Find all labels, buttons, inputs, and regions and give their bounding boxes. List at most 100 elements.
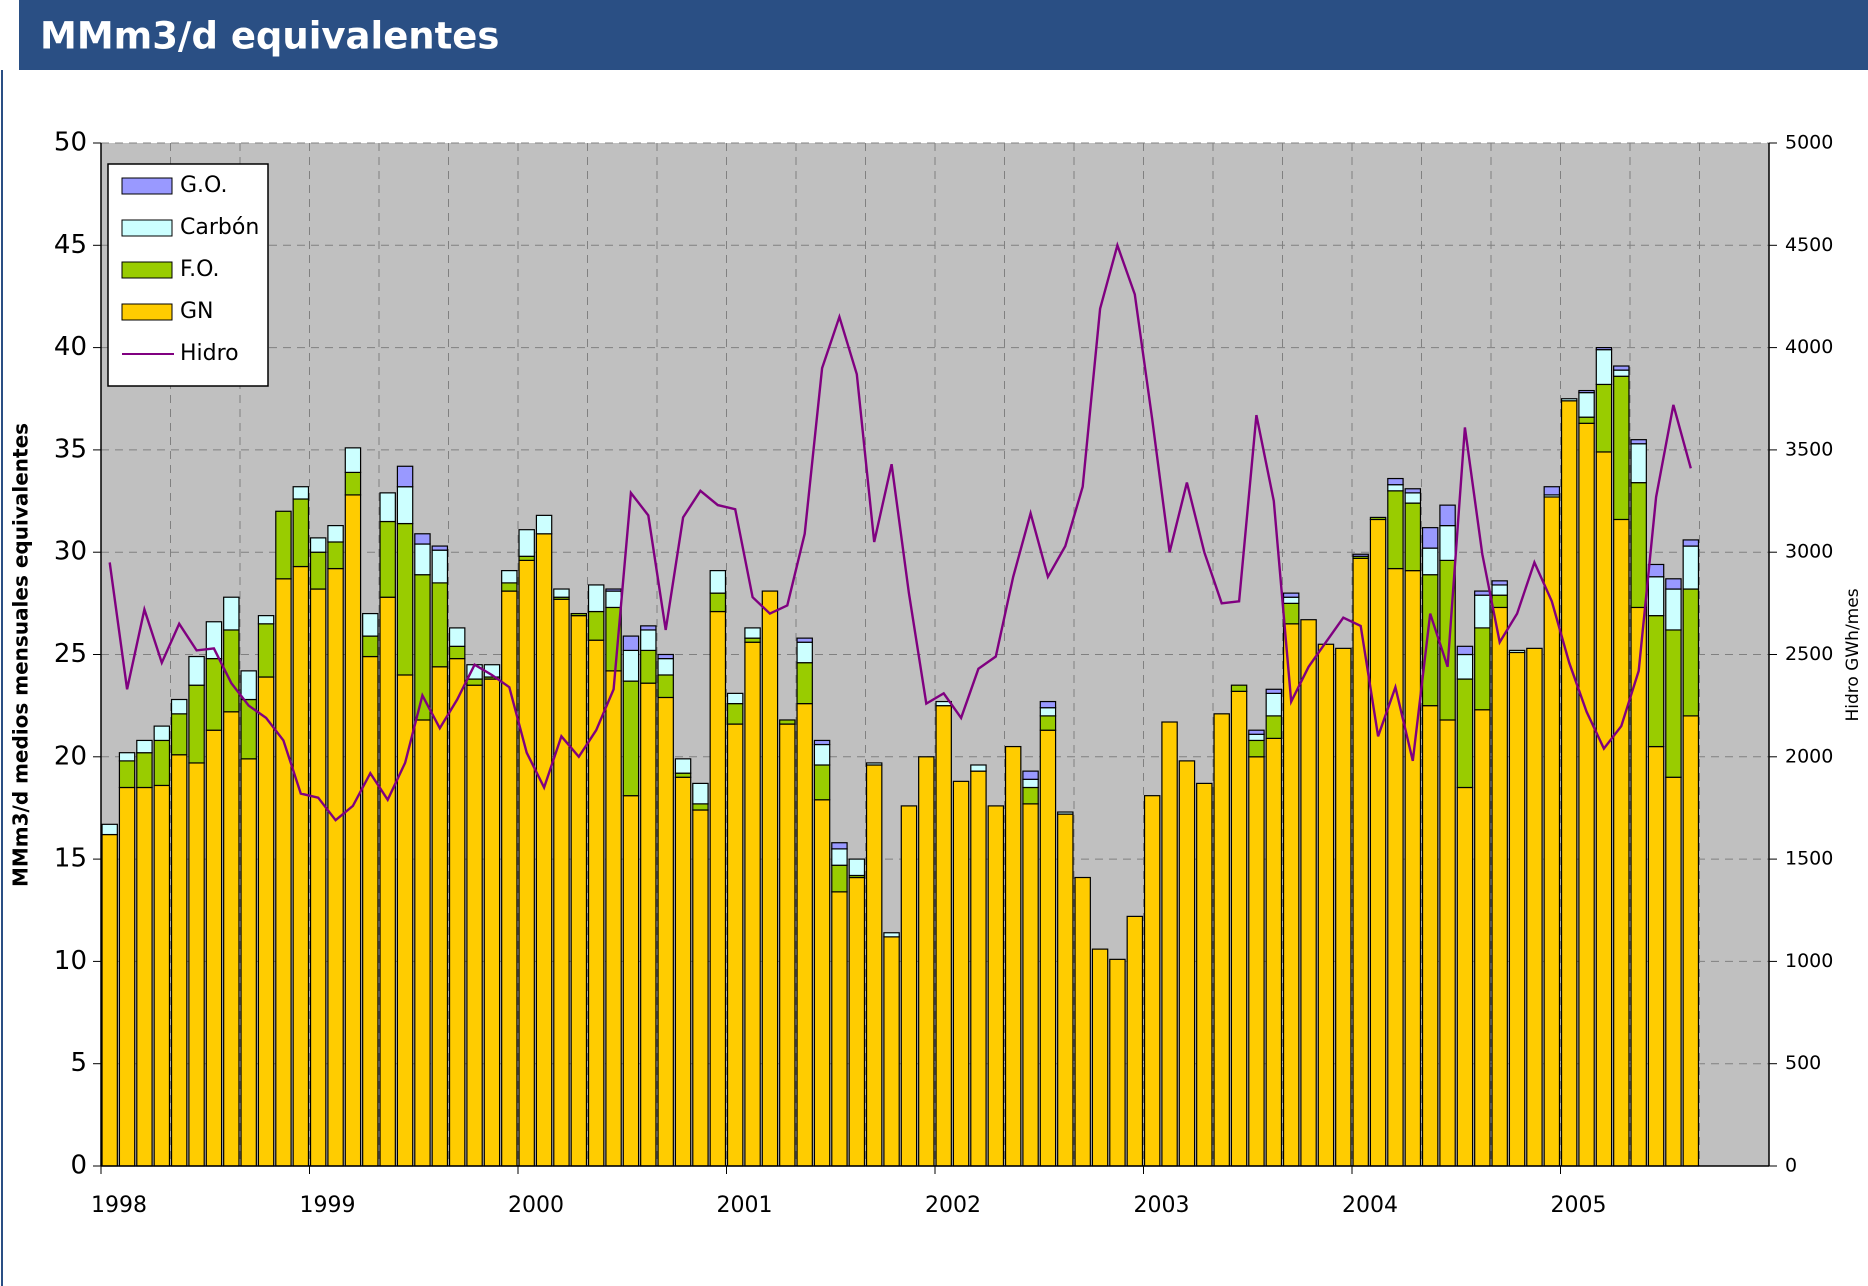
- bar-segment: [605, 590, 622, 609]
- bar-segment: [466, 678, 483, 686]
- hidro-line: [108, 241, 1692, 822]
- bar-segment: [1387, 490, 1404, 570]
- bar-segment: [1421, 574, 1439, 707]
- bar-segment: [848, 876, 866, 1167]
- legend-label: G.O.: [180, 173, 227, 198]
- bar-segment: [1369, 516, 1387, 521]
- y-tick-label: 25: [54, 639, 87, 669]
- bar-segment: [1665, 588, 1682, 631]
- bar-segment: [1421, 547, 1439, 576]
- bar-segment: [779, 719, 796, 725]
- bar-segment: [1039, 700, 1057, 709]
- y2-tick-label: 500: [1785, 1052, 1821, 1074]
- bar-segment: [448, 657, 466, 1167]
- bar-segment: [657, 657, 674, 676]
- bar-segment: [1387, 567, 1404, 1167]
- y2-tick-label: 2500: [1785, 643, 1833, 665]
- bar-segment: [1404, 570, 1422, 1167]
- bar-segment: [379, 492, 396, 523]
- y2-tick-label: 4000: [1785, 336, 1833, 358]
- x-tick-label: 1999: [300, 1193, 356, 1218]
- bar-segment: [1039, 729, 1057, 1167]
- bar-segment: [1022, 778, 1039, 789]
- bar-segment: [1387, 484, 1404, 492]
- x-tick-label: 2005: [1551, 1193, 1607, 1218]
- bar-segment: [831, 848, 848, 866]
- bar-segment: [153, 739, 171, 787]
- bar-segment: [605, 670, 622, 1167]
- bar-segment: [831, 842, 848, 850]
- bar-segment: [257, 615, 275, 625]
- bar-segment: [831, 864, 848, 893]
- bar-segment: [640, 682, 657, 1167]
- bar-segment: [1613, 369, 1630, 377]
- bar-segment: [136, 739, 153, 754]
- bar-segment: [466, 684, 483, 1167]
- bar-segment: [657, 674, 674, 699]
- bar-segment: [1595, 349, 1613, 386]
- legend-label: Carbón: [180, 215, 259, 240]
- x-tick-label: 2002: [925, 1193, 981, 1218]
- bar-segment: [1491, 580, 1508, 586]
- bar-segment: [205, 621, 223, 660]
- legend-label: GN: [180, 299, 214, 324]
- bar-segment: [1491, 594, 1508, 609]
- bar-segment: [1578, 422, 1595, 1167]
- bar-segment: [431, 545, 449, 551]
- bar-segment: [396, 522, 414, 676]
- bar-segment: [1143, 795, 1161, 1167]
- bar-segment: [275, 510, 292, 580]
- bar-segment: [1543, 486, 1561, 496]
- bar-segment: [101, 833, 118, 1167]
- bar-segment: [1578, 389, 1595, 394]
- bar-segment: [796, 662, 813, 705]
- bar-segment: [1213, 713, 1230, 1167]
- y-tick-label: 30: [54, 537, 87, 567]
- bar-segment: [1682, 539, 1700, 547]
- bar-segment: [240, 758, 257, 1167]
- bar-segment: [1282, 592, 1300, 598]
- bar-segment: [674, 758, 692, 774]
- bar-segment: [1682, 715, 1700, 1167]
- bar-segment: [587, 584, 605, 613]
- bar-segment: [379, 520, 396, 598]
- bar-segment: [362, 655, 379, 1167]
- bar-segment: [883, 936, 900, 1167]
- y2-tick-label: 1000: [1785, 950, 1833, 972]
- bar-segment: [1647, 745, 1665, 1167]
- bar-segment: [1421, 527, 1439, 549]
- bar-segment: [1404, 492, 1422, 504]
- bar-segment: [1404, 488, 1422, 494]
- chart-title: MMm3/d equivalentes: [40, 15, 499, 58]
- bar-segment: [1665, 776, 1682, 1167]
- bar-segment: [1265, 692, 1283, 717]
- bar-segment: [1265, 688, 1283, 694]
- bar-segment: [118, 760, 136, 789]
- bar-segment: [1456, 645, 1474, 656]
- bar-segment: [1004, 745, 1022, 1167]
- bar-segment: [622, 649, 640, 682]
- y2-tick-label: 0: [1785, 1155, 1797, 1177]
- bar-segment: [640, 649, 657, 684]
- bar-segment: [1282, 623, 1300, 1167]
- bar-segment: [1578, 416, 1595, 424]
- y-tick-label: 15: [54, 844, 87, 874]
- bar-segment: [136, 752, 153, 789]
- bar-segment: [1404, 502, 1422, 572]
- bar-segment: [1387, 477, 1404, 486]
- bar-segment: [205, 729, 223, 1167]
- bar-segment: [865, 764, 883, 1167]
- bar-segment: [1335, 647, 1352, 1167]
- bar-segment: [1456, 678, 1474, 789]
- bar-segment: [431, 582, 449, 668]
- bar-segment: [483, 678, 501, 1167]
- bar-segment: [344, 494, 362, 1167]
- bar-segment: [448, 627, 466, 647]
- bar-segment: [987, 805, 1005, 1167]
- bar-segment: [553, 588, 570, 598]
- bar-segment: [309, 537, 327, 553]
- bar-segment: [1161, 721, 1178, 1167]
- bar-segment: [553, 598, 570, 1167]
- bar-segment: [970, 770, 987, 1167]
